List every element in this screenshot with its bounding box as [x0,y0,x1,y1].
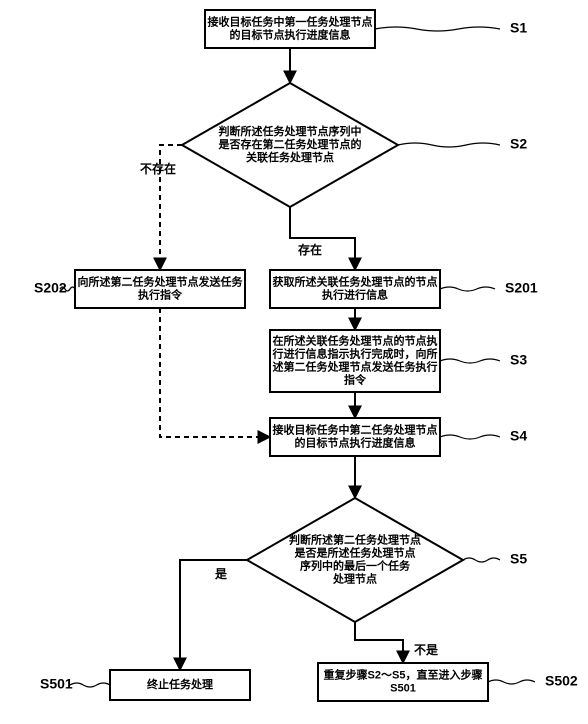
svg-text:判断所述任务处理节点序列中: 判断所述任务处理节点序列中 [219,124,362,138]
svg-text:接收目标任务中第一任务处理节点: 接收目标任务中第一任务处理节点 [208,14,373,28]
svg-text:执行进行信息: 执行进行信息 [322,287,388,301]
side-label-S202: S202 [34,280,75,296]
svg-text:S4: S4 [510,428,527,444]
side-label-S1: S1 [375,20,527,36]
flowchart-canvas: 存在不存在是不是 接收目标任务中第一任务处理节点的目标节点执行进度信息判断所述任… [0,0,588,724]
svg-text:S502: S502 [545,673,578,689]
svg-text:述第二任务处理节点发送任务执行: 述第二任务处理节点发送任务执行 [273,359,438,373]
svg-text:S5: S5 [510,551,527,567]
svg-text:行进行信息指示执行完成时，向所: 行进行信息指示执行完成时，向所 [272,346,438,360]
svg-text:S201: S201 [505,280,538,296]
node-S201: 获取所述关联任务处理节点的节点执行进行信息 [270,270,440,308]
node-S5: 判断所述第二任务处理节点是否是所述任务处理节点序列中的最后一个任务处理节点 [247,498,463,622]
svg-text:是否存在第二任务处理节点的: 是否存在第二任务处理节点的 [218,137,362,151]
svg-text:S202: S202 [34,280,67,296]
svg-text:S501: S501 [40,676,73,692]
node-S501: 终止任务处理 [110,670,250,700]
svg-text:是: 是 [214,567,228,581]
svg-text:S2: S2 [510,136,527,152]
svg-text:判断所述第二任务处理节点: 判断所述第二任务处理节点 [289,532,421,546]
svg-text:不是: 不是 [414,643,439,657]
svg-text:指令: 指令 [344,372,367,386]
side-label-S2: S2 [398,136,527,152]
svg-text:S3: S3 [510,352,527,368]
svg-text:在所述关联任务处理节点的节点执: 在所述关联任务处理节点的节点执 [273,333,438,347]
svg-text:获取所述关联任务处理节点的节点: 获取所述关联任务处理节点的节点 [273,274,438,288]
svg-text:S501: S501 [390,682,416,694]
svg-text:S1: S1 [510,20,527,36]
svg-text:的目标节点执行进度信息: 的目标节点执行进度信息 [295,435,416,449]
side-label-S3: S3 [440,352,527,368]
svg-text:关联任务处理节点: 关联任务处理节点 [246,150,334,164]
edge-S202-S4 [160,308,270,437]
edge-S2-S202: 不存在 [140,145,182,270]
node-S202: 向所述第二任务处理节点发送任务执行指令 [75,270,245,308]
side-label-S502: S502 [488,673,578,689]
svg-text:不存在: 不存在 [140,161,176,176]
svg-text:序列中的最后一个任务: 序列中的最后一个任务 [300,558,411,572]
svg-text:存在: 存在 [297,242,322,257]
svg-text:执行指令: 执行指令 [138,287,183,301]
edge-S5-S502: 不是 [355,622,439,663]
side-label-S501: S501 [40,676,110,692]
node-S4: 接收目标任务中第二任务处理节点的目标节点执行进度信息 [270,418,440,456]
node-S502: 重复步骤S2～S5，直至进入步骤S501 [318,663,488,701]
edge-S2-S201: 存在 [290,207,355,270]
nodes-layer: 接收目标任务中第一任务处理节点的目标节点执行进度信息判断所述任务处理节点序列中是… [75,10,488,701]
node-S1: 接收目标任务中第一任务处理节点的目标节点执行进度信息 [205,10,375,48]
svg-text:终止任务处理: 终止任务处理 [147,677,213,691]
svg-text:处理节点: 处理节点 [332,571,377,585]
side-label-S201: S201 [440,280,538,296]
svg-text:向所述第二任务处理节点发送任务: 向所述第二任务处理节点发送任务 [78,274,244,288]
svg-text:接收目标任务中第二任务处理节点: 接收目标任务中第二任务处理节点 [273,422,438,436]
svg-text:是否是所述任务处理节点: 是否是所述任务处理节点 [294,545,416,559]
node-S2: 判断所述任务处理节点序列中是否存在第二任务处理节点的关联任务处理节点 [182,83,398,207]
svg-text:重复步骤S2～S5，直至进入步骤: 重复步骤S2～S5，直至进入步骤 [324,667,483,681]
edge-S5-S501: 是 [180,560,247,670]
side-label-S5: S5 [463,551,527,567]
side-label-S4: S4 [440,428,527,444]
svg-text:的目标节点执行进度信息: 的目标节点执行进度信息 [230,27,351,41]
node-S3: 在所述关联任务处理节点的节点执行进行信息指示执行完成时，向所述第二任务处理节点发… [270,330,440,392]
